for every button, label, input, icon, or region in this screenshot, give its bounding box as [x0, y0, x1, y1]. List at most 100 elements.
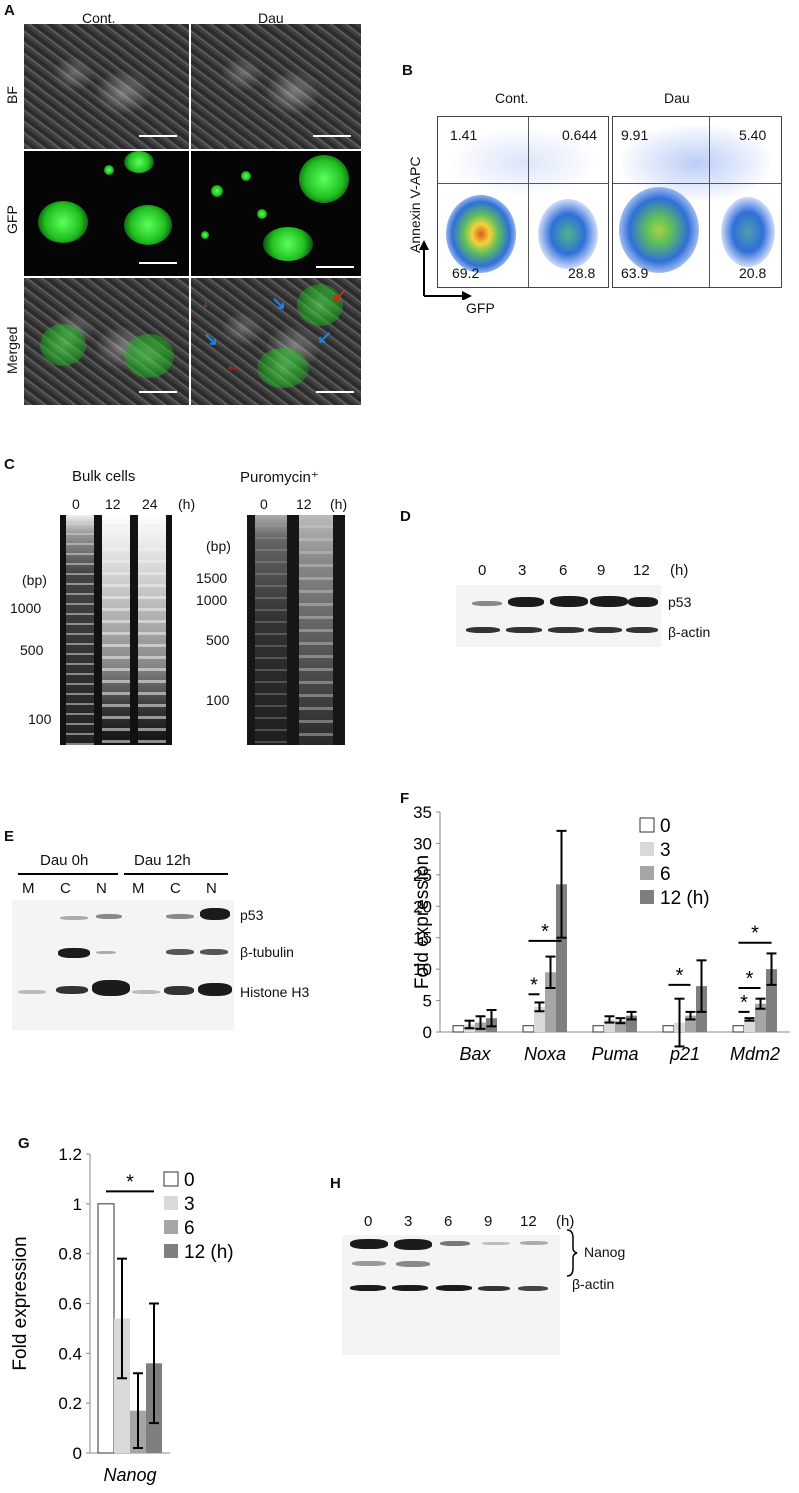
- y-axis-label: Fold expression: [10, 1236, 31, 1370]
- scale-bar: [313, 135, 351, 137]
- panel-label-d: D: [400, 508, 411, 525]
- y-tick-label: 0.8: [58, 1245, 82, 1264]
- blot-e-frac-m2: M: [132, 880, 145, 897]
- bar: [545, 972, 556, 1032]
- blot-e-row-p53: p53: [240, 907, 264, 923]
- blot-e-frac-c1: C: [60, 880, 71, 897]
- flow-dau-ur-value: 5.40: [739, 127, 767, 143]
- significance-mark: *: [126, 1171, 134, 1193]
- legend-label: 0: [660, 816, 671, 837]
- y-tick-label: 15: [413, 929, 432, 948]
- blot-h-time-3: 3: [404, 1213, 413, 1230]
- bar: [592, 1025, 605, 1033]
- legend-swatch: [163, 1171, 179, 1187]
- legend-label: 3: [660, 840, 671, 861]
- gel-puro-marker-1500: 1500: [196, 570, 228, 586]
- significance-mark: *: [751, 923, 759, 945]
- gel-puro-time-unit: (h): [330, 496, 348, 512]
- blot-e-row-histone: Histone H3: [240, 984, 310, 1000]
- flow-dau-ll-value: 63.9: [621, 265, 649, 281]
- blot-d-row-p53: p53: [668, 594, 692, 610]
- gel-bulk-time-24: 24: [142, 496, 158, 512]
- category-label: Mdm2: [730, 1044, 780, 1064]
- blot-d-row-actin: β-actin: [668, 624, 711, 640]
- axis-arrows-icon: [419, 240, 472, 300]
- y-tick-label: 0: [423, 1023, 432, 1042]
- blot-h-row-nanog: Nanog: [584, 1244, 626, 1260]
- panel-a-row-bf: BF: [4, 86, 20, 104]
- flow-plot-cont: 1.41 0.644 69.2 28.8: [437, 116, 609, 288]
- y-tick-label: 35: [413, 803, 432, 822]
- y-tick-label: 20: [413, 897, 432, 916]
- y-tick-label: 25: [413, 866, 432, 885]
- bracket-icon: [566, 1229, 578, 1277]
- blot-h-time-6: 6: [444, 1213, 453, 1230]
- panel-b-col-cont: Cont.: [495, 90, 529, 106]
- legend-swatch: [640, 890, 654, 904]
- panel-label-g: G: [18, 1135, 30, 1152]
- bar: [97, 1203, 115, 1454]
- blot-h: [342, 1235, 560, 1355]
- significance-mark: *: [530, 974, 538, 996]
- y-tick-label: 10: [413, 960, 432, 979]
- group-bracket: [18, 873, 118, 875]
- significance-mark: *: [740, 992, 748, 1014]
- panel-label-b: B: [402, 62, 413, 79]
- blot-d-time-9: 9: [597, 562, 606, 579]
- bar: [685, 1015, 696, 1032]
- flow-cont-lr-value: 28.8: [568, 265, 596, 281]
- y-tick-label: 0: [73, 1444, 82, 1463]
- panel-label-e: E: [4, 828, 15, 845]
- gel-puro-time-12: 12: [296, 496, 312, 512]
- legend-label: 6: [184, 1218, 195, 1239]
- chart-g: 0 0.2 0.4 0.6 0.8 1 1.2 Fold expression Nanog 0 3 6…: [10, 1145, 234, 1485]
- gel-puro-marker-500: 500: [206, 632, 230, 648]
- bar: [604, 1019, 615, 1032]
- y-tick-label: 0.2: [58, 1394, 82, 1413]
- bar: [615, 1020, 626, 1032]
- panel-a-col-dau: Dau: [258, 10, 284, 26]
- category-label: Bax: [459, 1044, 491, 1064]
- legend-label: 12 (h): [184, 1242, 234, 1263]
- scale-bar: [316, 266, 354, 268]
- panel-b-xlabel: GFP: [466, 300, 495, 316]
- blot-h-time-unit: (h): [556, 1213, 575, 1230]
- blot-e-group-dau0: Dau 0h: [40, 852, 89, 869]
- blot-d: [456, 585, 661, 647]
- flow-dau-ul-value: 9.91: [621, 127, 649, 143]
- gel-puro-marker-100: 100: [206, 692, 230, 708]
- legend-swatch: [164, 1220, 178, 1234]
- gel-bulk-marker-500: 500: [20, 642, 44, 658]
- blot-h-row-actin: β-actin: [572, 1276, 615, 1292]
- legend-swatch: [640, 842, 654, 856]
- significance-mark: *: [676, 965, 684, 987]
- category-label: Noxa: [524, 1044, 566, 1064]
- scale-bar: [316, 391, 354, 393]
- legend-label: 3: [184, 1194, 195, 1215]
- red-arrow-icon: ←: [225, 355, 243, 375]
- blot-d-time-0: 0: [478, 562, 487, 579]
- blot-d-time-3: 3: [518, 562, 527, 579]
- blot-d-time-12: 12: [633, 562, 650, 579]
- category-label: Nanog: [103, 1465, 156, 1485]
- significance-mark: *: [746, 968, 754, 990]
- bf-dau-image: [191, 24, 361, 149]
- legend-swatch: [640, 866, 654, 880]
- gel-bulk-bp-unit: (bp): [22, 572, 47, 588]
- merged-cont-image: [24, 278, 189, 405]
- blot-e-group-dau12: Dau 12h: [134, 852, 191, 869]
- gel-bulk-time-12: 12: [105, 496, 121, 512]
- panel-a-row-gfp: GFP: [4, 205, 20, 234]
- panel-label-a: A: [4, 2, 15, 19]
- gel-puro-title: Puromycin⁺: [240, 469, 319, 486]
- bar: [744, 1019, 755, 1032]
- y-tick-label: 5: [423, 992, 432, 1011]
- panel-b-col-dau: Dau: [664, 90, 690, 106]
- blot-h-time-9: 9: [484, 1213, 493, 1230]
- gel-bulk-title: Bulk cells: [72, 468, 136, 485]
- blue-arrow-icon: ↘: [203, 329, 219, 349]
- blot-e-row-tubulin: β-tubulin: [240, 944, 294, 960]
- panel-a-col-cont: Cont.: [82, 10, 116, 26]
- merged-dau-image: ↓ ↙ ← ↘ ↘ ↙: [191, 278, 361, 405]
